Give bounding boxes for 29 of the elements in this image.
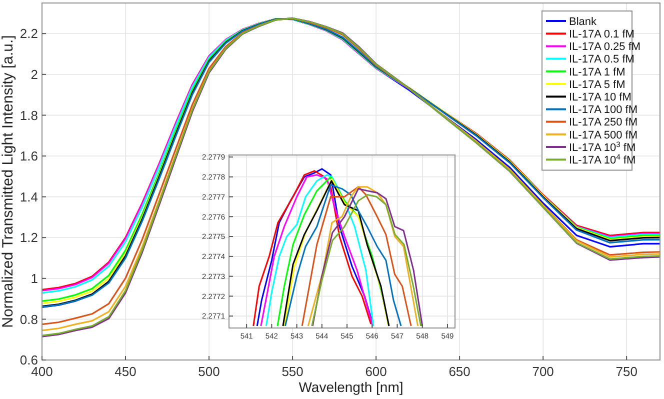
legend-label: IL-17A 5 fM	[569, 78, 626, 91]
y-axis-title: Normalized Transmitted Light Intensity [a.u.]	[0, 35, 16, 328]
x-tick-label: 500	[198, 364, 220, 379]
x-tick-label: 700	[532, 364, 554, 379]
y-tick-label: 1.2	[20, 230, 38, 246]
x-tick-label: 600	[365, 364, 387, 379]
legend-label: IL-17A 0.25 fM	[569, 41, 641, 54]
y-tick-label: 1	[30, 270, 38, 286]
y-tick-label: 0.8	[20, 312, 38, 327]
legend-label: IL-17A 500 fM	[569, 129, 638, 142]
y-tick-label: 2	[30, 66, 38, 82]
legend-label: IL-17A 0.5 fM	[569, 54, 634, 66]
legend-label: IL-17A 10$^{4}$ fM	[569, 152, 636, 166]
legend-label: IL-17A 1 fM	[569, 66, 626, 78]
y-tick-label: 1.8	[20, 108, 38, 123]
y-tick-label: 1.6	[20, 148, 38, 164]
legend-label: IL-17A 250 fM	[569, 116, 638, 129]
x-tick-label: 450	[114, 364, 136, 379]
y-tick-label: 1.4	[20, 189, 38, 204]
y-tick-label: 2.2	[20, 26, 38, 42]
legend-label: IL-17A 0.1 fM	[569, 28, 634, 40]
x-tick-label: 650	[448, 364, 470, 379]
x-axis-title: Wavelength [nm]	[298, 379, 404, 395]
x-tick-label: 550	[282, 364, 304, 379]
legend-label: IL-17A 100 fM	[569, 104, 638, 116]
legend-label: IL-17A 10$^{3}$ fM	[569, 139, 636, 154]
legend-label: Blank	[569, 16, 598, 28]
x-tick-label: 750	[616, 364, 638, 379]
legend-label: IL-17A 10 fM	[569, 91, 632, 104]
